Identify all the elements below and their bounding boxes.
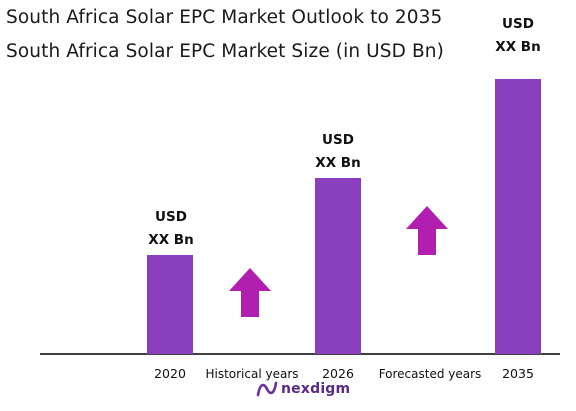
bar-2035-label-line2: XX Bn xyxy=(495,39,540,55)
bar-2020 xyxy=(147,255,193,354)
bar-2020-label-line1: USD xyxy=(155,209,187,225)
bar-2020-label-line2: XX Bn xyxy=(148,232,193,248)
chart-subtitle: South Africa Solar EPC Market Size (in U… xyxy=(6,41,444,62)
logo: nexdigm xyxy=(256,380,350,398)
bar-2035 xyxy=(495,79,541,354)
x-tick-label-2020: 2020 xyxy=(154,366,186,381)
logo-text: nexdigm xyxy=(281,381,351,397)
up-arrow-icon xyxy=(406,206,448,255)
bar-2026-label-line1: USD xyxy=(322,132,354,148)
x-tick-label-2035: 2035 xyxy=(502,366,534,381)
chart-title: South Africa Solar EPC Market Outlook to… xyxy=(6,7,443,28)
forecasted-years-label: Forecasted years xyxy=(379,367,482,381)
bar-2035-label-line1: USD xyxy=(502,16,534,32)
bar-2026-label-line2: XX Bn xyxy=(315,155,360,171)
historical-years-label: Historical years xyxy=(205,367,298,381)
x-tick-label-2026: 2026 xyxy=(322,366,354,381)
nexdigm-logo-icon xyxy=(256,381,278,397)
up-arrow-icon xyxy=(229,268,271,317)
bar-2026 xyxy=(315,178,361,354)
